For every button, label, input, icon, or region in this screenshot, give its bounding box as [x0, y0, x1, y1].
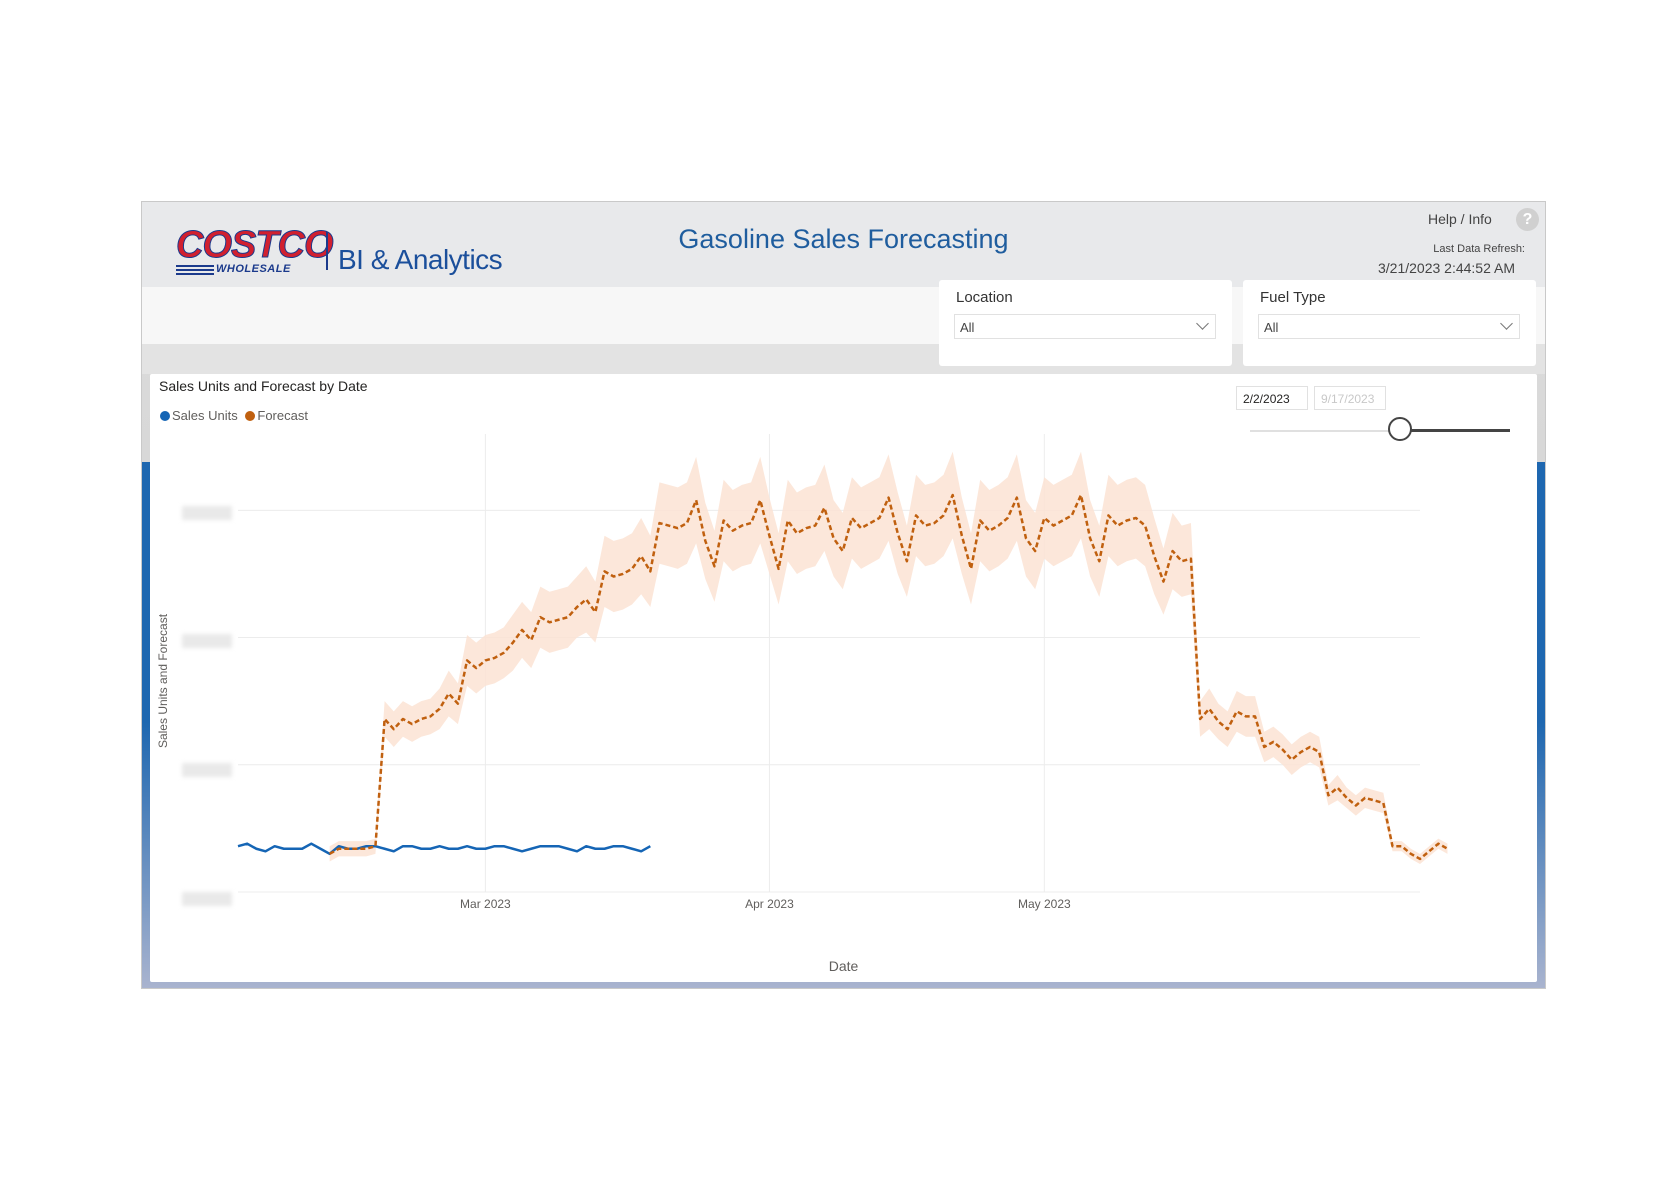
logo-divider	[326, 232, 328, 270]
chevron-down-icon	[1500, 317, 1513, 330]
x-tick-label: May 2023	[1018, 897, 1071, 911]
y-tick-label-hidden	[182, 892, 232, 906]
location-dropdown[interactable]: All	[954, 314, 1216, 339]
y-tick-label-hidden	[182, 763, 232, 777]
x-axis-label: Date	[828, 958, 859, 974]
fuel-type-value: All	[1264, 320, 1279, 335]
report-header: COSTCO WHOLESALE BI & Analytics Gasoline…	[142, 202, 1545, 287]
logo-brand-name: COSTCO	[176, 224, 335, 266]
y-tick-label-hidden	[182, 634, 232, 648]
sales-forecast-visual: Mar 2023 Apr 2023 May 2023 Sales Units and…	[150, 374, 1537, 982]
y-axis-label: Sales Units and Forecast	[156, 613, 170, 749]
y-tick-label-hidden	[182, 506, 232, 520]
forecast-confidence-band	[329, 451, 1448, 865]
x-tick-label: Apr 2023	[745, 897, 794, 911]
sales-units-series-line	[237, 842, 651, 856]
date-start-input[interactable]: 2/2/2023	[1236, 386, 1308, 410]
logo-stripes	[176, 265, 214, 275]
legend-label-sales: Sales Units	[172, 408, 238, 423]
help-info-link[interactable]: Help / Info	[1428, 211, 1492, 227]
line-chart: Mar 2023 Apr 2023 May 2023	[237, 434, 1449, 911]
legend-dot-forecast	[245, 411, 256, 421]
location-value: All	[960, 320, 975, 335]
date-end-input[interactable]: 9/17/2023	[1314, 386, 1386, 410]
last-refresh-label: Last Data Refresh:	[1433, 243, 1525, 255]
question-circle-icon[interactable]: ?	[1516, 208, 1539, 231]
last-refresh-value: 3/21/2023 2:44:52 AM	[1378, 260, 1515, 276]
legend-dot-sales	[160, 411, 170, 421]
legend-item-forecast[interactable]: Forecast	[245, 408, 308, 423]
date-range-track	[1250, 430, 1510, 432]
forecast-series-line	[329, 493, 1449, 861]
legend-label-forecast: Forecast	[257, 408, 308, 423]
fuel-type-slicer: Fuel Type All	[1243, 280, 1536, 366]
chevron-down-icon	[1196, 317, 1209, 330]
report-frame: COSTCO WHOLESALE BI & Analytics Gasoline…	[141, 201, 1546, 989]
fuel-type-dropdown[interactable]: All	[1258, 314, 1520, 339]
fuel-type-label: Fuel Type	[1260, 289, 1326, 306]
costco-logo: COSTCO WHOLESALE	[176, 224, 335, 275]
legend-item-sales-units[interactable]: Sales Units	[160, 408, 238, 423]
chart-title: Sales Units and Forecast by Date	[159, 378, 368, 394]
location-label: Location	[956, 289, 1013, 306]
date-range-fill	[1402, 429, 1510, 432]
chart-legend: Sales Units Forecast	[160, 408, 312, 423]
logo-suffix: BI & Analytics	[338, 244, 503, 275]
date-range-handle[interactable]	[1388, 417, 1412, 441]
x-tick-label: Mar 2023	[460, 897, 511, 911]
logo-brand-sub: WHOLESALE	[216, 263, 291, 275]
app-title: Gasoline Sales Forecasting	[678, 224, 1009, 254]
location-slicer: Location All	[939, 280, 1232, 366]
